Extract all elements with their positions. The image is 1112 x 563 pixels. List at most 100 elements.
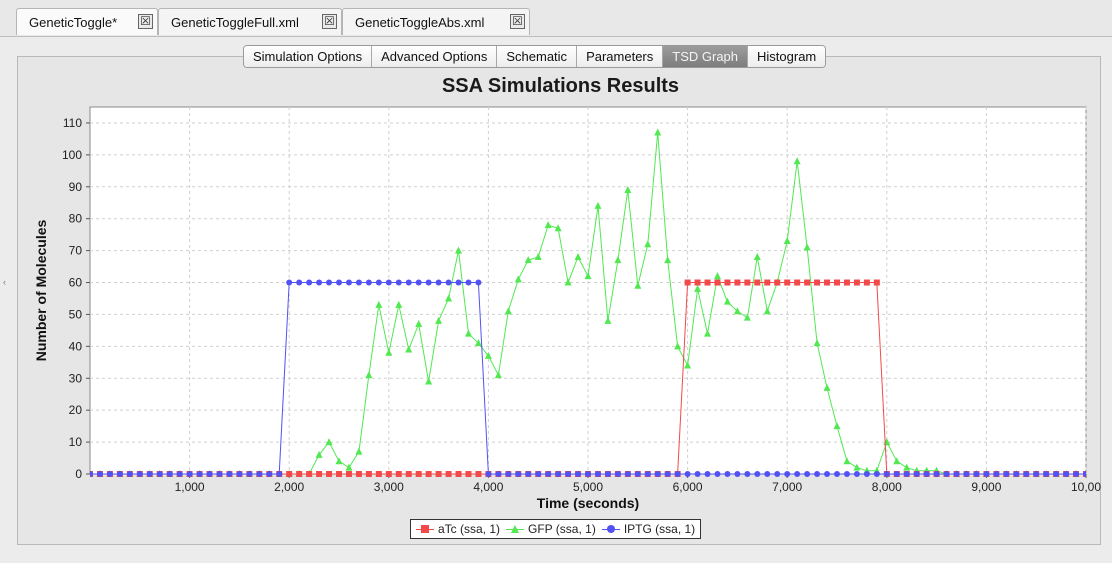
data-point-square — [365, 471, 372, 477]
y-tick-label: 50 — [69, 307, 83, 321]
legend-item-gfp[interactable]: GFP (ssa, 1) — [506, 522, 596, 536]
data-point-circle — [505, 471, 512, 477]
x-tick-label: 1,000 — [175, 480, 205, 494]
data-point-circle — [714, 471, 721, 477]
data-point-square — [286, 471, 293, 477]
data-point-circle — [694, 471, 701, 477]
y-tick-label: 40 — [69, 339, 83, 353]
tab-histogram[interactable]: Histogram — [748, 46, 826, 67]
tab-parameters[interactable]: Parameters — [577, 46, 664, 67]
tab-tsd-graph[interactable]: TSD Graph — [663, 46, 749, 67]
x-tick-label: 3,000 — [374, 480, 404, 494]
legend-label: GFP (ssa, 1) — [528, 522, 596, 536]
data-point-circle — [754, 471, 761, 477]
data-point-circle — [345, 279, 352, 286]
data-point-circle — [186, 471, 193, 477]
data-point-square — [734, 279, 741, 286]
data-point-circle — [883, 471, 890, 477]
data-point-triangle — [753, 252, 761, 260]
tab-advanced-options[interactable]: Advanced Options — [372, 46, 498, 67]
data-point-square — [764, 279, 771, 286]
data-point-circle — [664, 471, 671, 477]
data-point-square — [415, 471, 422, 477]
data-point-circle — [266, 471, 273, 477]
data-point-square — [784, 279, 791, 286]
data-point-circle — [744, 471, 751, 477]
data-point-circle — [724, 471, 731, 477]
data-point-square — [395, 471, 402, 477]
x-tick-label: 6,000 — [673, 480, 703, 494]
data-point-circle — [385, 279, 392, 286]
x-axis-label: Time (seconds) — [537, 495, 639, 511]
data-point-circle — [445, 279, 452, 286]
chart-title: SSA Simulations Results — [441, 75, 680, 97]
data-point-triangle — [803, 243, 811, 251]
data-point-triangle — [574, 252, 582, 260]
data-point-circle — [425, 279, 432, 286]
legend-item-iptg[interactable]: IPTG (ssa, 1) — [601, 522, 696, 536]
y-tick-label: 30 — [69, 371, 83, 385]
x-tick-label: 9,000 — [971, 480, 1001, 494]
data-point-circle — [1033, 471, 1040, 477]
data-point-circle — [923, 471, 930, 477]
y-tick-label: 60 — [69, 276, 83, 290]
data-point-circle — [774, 471, 781, 477]
close-icon[interactable]: ☒ — [322, 14, 337, 29]
data-point-triangle — [893, 457, 901, 465]
legend-item-atc[interactable]: aTc (ssa, 1) — [416, 522, 500, 536]
data-point-circle — [465, 279, 472, 286]
data-point-triangle — [484, 351, 492, 359]
split-pane-handle[interactable]: ‹ — [3, 277, 6, 287]
data-point-circle — [565, 471, 572, 477]
data-point-circle — [784, 471, 791, 477]
data-point-triangle — [405, 345, 413, 353]
close-icon[interactable]: ☒ — [138, 14, 153, 29]
chart-legend[interactable]: aTc (ssa, 1) GFP (ssa, 1) IPTG (ssa, 1) — [410, 519, 702, 539]
data-point-circle — [485, 471, 492, 477]
data-point-circle — [216, 471, 223, 477]
data-point-circle — [226, 471, 233, 477]
series-triangle — [90, 128, 1086, 477]
tab-simulation-options[interactable]: Simulation Options — [244, 46, 373, 67]
data-point-circle — [853, 471, 860, 477]
data-point-circle — [903, 471, 910, 477]
data-point-circle — [515, 471, 522, 477]
data-point-square — [336, 471, 342, 477]
triangle-marker-icon — [506, 524, 525, 534]
file-tab-genetictoggleabs[interactable]: GeneticToggleAbs.xml ☒ — [342, 8, 530, 35]
data-point-square — [724, 279, 731, 286]
legend-label: IPTG (ssa, 1) — [623, 522, 696, 536]
legend-label: aTc (ssa, 1) — [438, 522, 501, 536]
data-point-triangle — [644, 240, 652, 248]
y-tick-label: 80 — [69, 212, 83, 226]
data-point-circle — [634, 471, 641, 477]
data-point-circle — [654, 471, 661, 477]
file-tab-label: GeneticToggleAbs.xml — [355, 15, 485, 30]
data-point-circle — [196, 471, 203, 477]
file-tab-genetictoggle[interactable]: GeneticToggle* ☒ — [16, 8, 158, 35]
data-point-circle — [176, 471, 183, 477]
data-point-circle — [96, 471, 103, 477]
data-point-circle — [475, 279, 482, 286]
data-point-circle — [575, 471, 582, 477]
tab-schematic[interactable]: Schematic — [497, 46, 578, 67]
close-icon[interactable]: ☒ — [510, 14, 525, 29]
x-tick-label: 10,00 — [1071, 480, 1101, 494]
data-point-circle — [495, 471, 502, 477]
y-tick-label: 10 — [69, 435, 83, 449]
data-point-triangle — [843, 457, 851, 465]
data-point-circle — [206, 471, 213, 477]
data-point-circle — [704, 471, 711, 477]
data-point-circle — [375, 279, 382, 286]
sub-tab-bar: Simulation Options Advanced Options Sche… — [243, 45, 827, 68]
data-point-triangle — [494, 371, 502, 379]
data-point-square — [754, 279, 761, 286]
data-point-circle — [156, 471, 163, 477]
data-point-square — [306, 471, 313, 477]
data-point-triangle — [664, 256, 672, 264]
x-tick-label: 2,000 — [274, 480, 304, 494]
x-tick-label: 4,000 — [473, 480, 503, 494]
file-tab-genetictogglefull[interactable]: GeneticToggleFull.xml ☒ — [158, 8, 342, 35]
data-point-triangle — [435, 316, 443, 324]
